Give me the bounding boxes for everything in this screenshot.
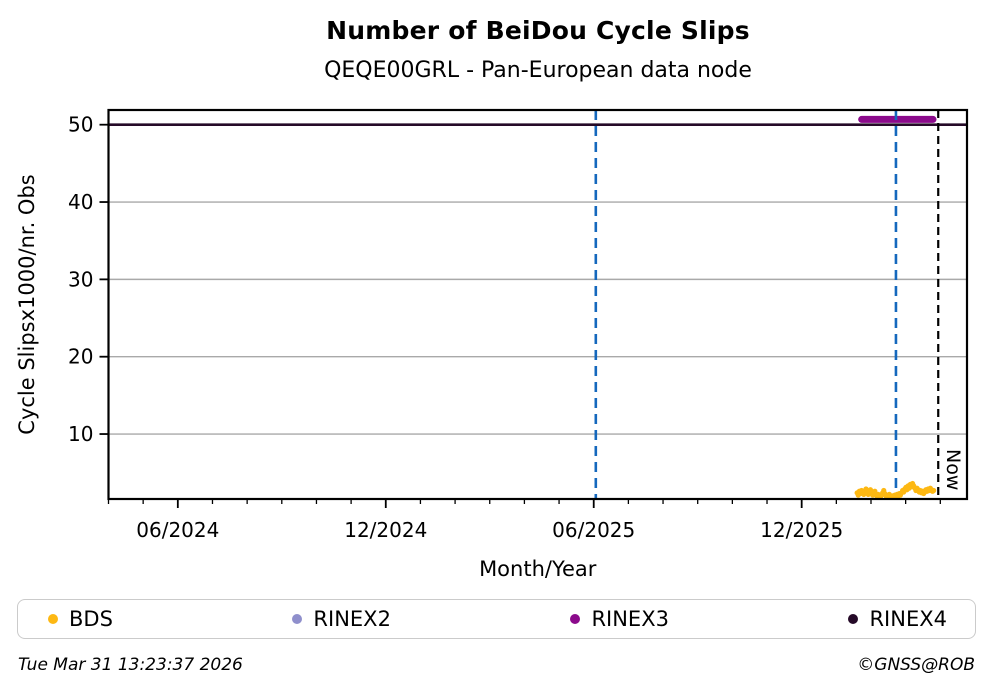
plot-frame (107, 108, 969, 501)
legend: BDS RINEX2 RINEX3 RINEX4 (17, 599, 976, 639)
legend-label: RINEX3 (591, 607, 669, 631)
chart-title: Number of BeiDou Cycle Slips (326, 16, 750, 45)
y-tick-label: 30 (68, 267, 93, 291)
legend-marker-rinex4-icon (848, 614, 859, 624)
x-tick-label: 06/2024 (136, 518, 219, 542)
legend-label: BDS (69, 607, 113, 631)
timestamp-text: Tue Mar 31 13:23:37 2026 (18, 655, 243, 675)
now-label: Now (942, 449, 964, 490)
y-tick-label: 10 (68, 422, 93, 446)
x-tick-label: 12/2025 (760, 518, 843, 542)
x-tick-label: 12/2024 (344, 518, 427, 542)
legend-item-bds: BDS (48, 607, 113, 631)
legend-label: RINEX4 (869, 607, 947, 631)
legend-marker-rinex2-icon (292, 614, 303, 624)
legend-marker-bds-icon (48, 614, 58, 624)
chart-subtitle: QEQE00GRL - Pan-European data node (324, 58, 752, 83)
y-axis-label: Cycle Slipsx1000/nr. Obs (15, 174, 39, 434)
y-tick-label: 50 (68, 113, 93, 137)
x-axis-label: Month/Year (479, 557, 597, 581)
legend-item-rinex3: RINEX3 (570, 607, 669, 631)
y-tick-label: 40 (68, 190, 93, 214)
y-tick-label: 20 (68, 345, 93, 369)
copyright-text: ©GNSS@ROB (857, 655, 975, 675)
legend-marker-rinex3-icon (570, 614, 581, 624)
data-point (931, 487, 937, 494)
legend-item-rinex2: RINEX2 (292, 607, 391, 631)
legend-label: RINEX2 (313, 607, 391, 631)
legend-item-rinex4: RINEX4 (848, 607, 947, 631)
x-tick-label: 06/2025 (552, 518, 635, 542)
